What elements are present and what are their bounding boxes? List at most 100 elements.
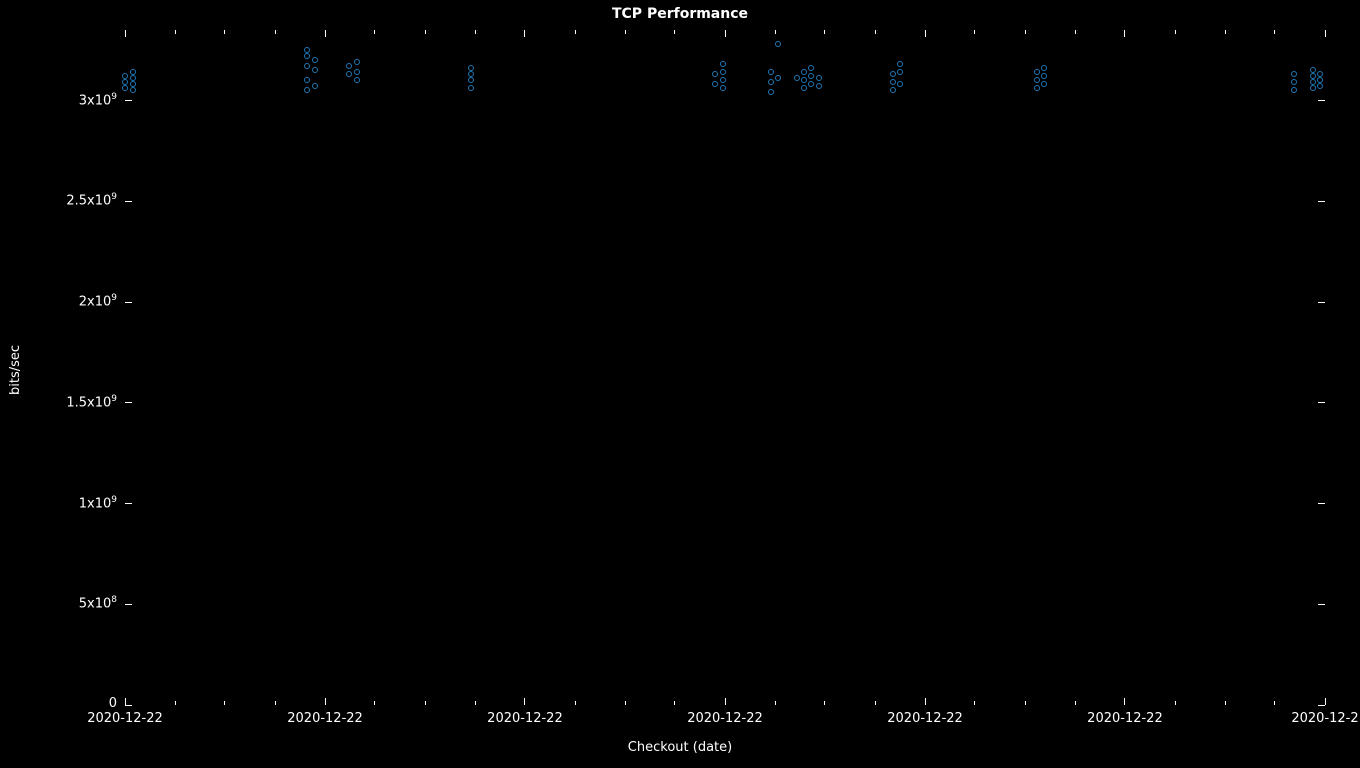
data-point — [890, 79, 896, 85]
y-axis-label: bits/sec — [8, 345, 23, 395]
y-tick-label: 0 — [109, 696, 117, 711]
x-minor-tick — [625, 30, 626, 34]
data-point — [801, 69, 807, 75]
y-tick — [1318, 604, 1325, 605]
x-minor-tick — [224, 30, 225, 34]
data-point — [720, 69, 726, 75]
data-point — [304, 87, 310, 93]
data-point — [304, 77, 310, 83]
x-minor-tick — [1025, 30, 1026, 34]
plot-area — [125, 30, 1325, 705]
data-point — [816, 83, 822, 89]
x-minor-tick — [1075, 30, 1076, 34]
data-point — [304, 63, 310, 69]
data-point — [122, 73, 128, 79]
x-minor-tick — [575, 701, 576, 705]
data-point — [897, 61, 903, 67]
data-point — [354, 69, 360, 75]
y-tick — [125, 302, 132, 303]
y-tick — [125, 604, 132, 605]
x-minor-tick — [425, 701, 426, 705]
data-point — [712, 81, 718, 87]
x-minor-tick — [875, 701, 876, 705]
x-tick — [925, 30, 926, 37]
data-point — [346, 63, 352, 69]
data-point — [1041, 65, 1047, 71]
x-minor-tick — [775, 701, 776, 705]
data-point — [794, 75, 800, 81]
x-minor-tick — [674, 701, 675, 705]
x-minor-tick — [1175, 701, 1176, 705]
data-point — [1317, 83, 1323, 89]
data-point — [808, 65, 814, 71]
x-minor-tick — [625, 701, 626, 705]
x-minor-tick — [875, 30, 876, 34]
data-point — [130, 87, 136, 93]
y-tick — [1318, 100, 1325, 101]
x-tick — [725, 698, 726, 705]
data-point — [890, 87, 896, 93]
data-point — [312, 57, 318, 63]
data-point — [130, 75, 136, 81]
x-tick-label: 2020-12-22 — [87, 711, 163, 726]
x-minor-tick — [824, 701, 825, 705]
data-point — [1291, 87, 1297, 93]
y-tick — [125, 402, 132, 403]
x-minor-tick — [1225, 701, 1226, 705]
data-point — [304, 53, 310, 59]
data-point — [775, 41, 781, 47]
y-tick — [125, 503, 132, 504]
y-tick-label: 5x108 — [79, 595, 117, 611]
x-axis-label: Checkout (date) — [0, 740, 1360, 755]
y-tick — [125, 201, 132, 202]
data-point — [720, 61, 726, 67]
data-point — [312, 83, 318, 89]
x-minor-tick — [1075, 701, 1076, 705]
x-minor-tick — [974, 30, 975, 34]
data-point — [768, 69, 774, 75]
x-tick-label: 2020-12-22 — [487, 711, 563, 726]
data-point — [468, 77, 474, 83]
x-tick — [125, 30, 126, 37]
data-point — [775, 75, 781, 81]
x-minor-tick — [275, 701, 276, 705]
data-point — [1041, 73, 1047, 79]
data-point — [346, 71, 352, 77]
x-tick — [925, 698, 926, 705]
data-point — [130, 69, 136, 75]
data-point — [122, 85, 128, 91]
y-tick — [125, 705, 132, 706]
x-minor-tick — [674, 30, 675, 34]
x-tick-label: 2020-12-2 — [1291, 711, 1358, 726]
data-point — [312, 67, 318, 73]
y-tick-label: 2x109 — [79, 293, 117, 309]
y-tick-label: 1x109 — [79, 495, 117, 511]
x-minor-tick — [224, 701, 225, 705]
x-tick-label: 2020-12-22 — [887, 711, 963, 726]
data-point — [1317, 71, 1323, 77]
x-minor-tick — [1274, 701, 1275, 705]
x-minor-tick — [374, 30, 375, 34]
y-tick — [1318, 302, 1325, 303]
y-tick — [125, 100, 132, 101]
x-minor-tick — [575, 30, 576, 34]
data-point — [1310, 79, 1316, 85]
data-point — [130, 81, 136, 87]
data-point — [768, 89, 774, 95]
data-point — [1310, 67, 1316, 73]
x-minor-tick — [175, 30, 176, 34]
y-tick — [1318, 402, 1325, 403]
data-point — [1310, 73, 1316, 79]
x-tick — [125, 698, 126, 705]
x-minor-tick — [775, 30, 776, 34]
data-point — [1034, 85, 1040, 91]
x-tick — [524, 30, 525, 37]
data-point — [1310, 85, 1316, 91]
data-point — [712, 71, 718, 77]
y-tick — [1318, 503, 1325, 504]
data-point — [808, 73, 814, 79]
x-tick — [1325, 698, 1326, 705]
tcp-performance-chart: TCP Performance bits/sec Checkout (date)… — [0, 0, 1360, 768]
x-minor-tick — [475, 701, 476, 705]
data-point — [468, 71, 474, 77]
